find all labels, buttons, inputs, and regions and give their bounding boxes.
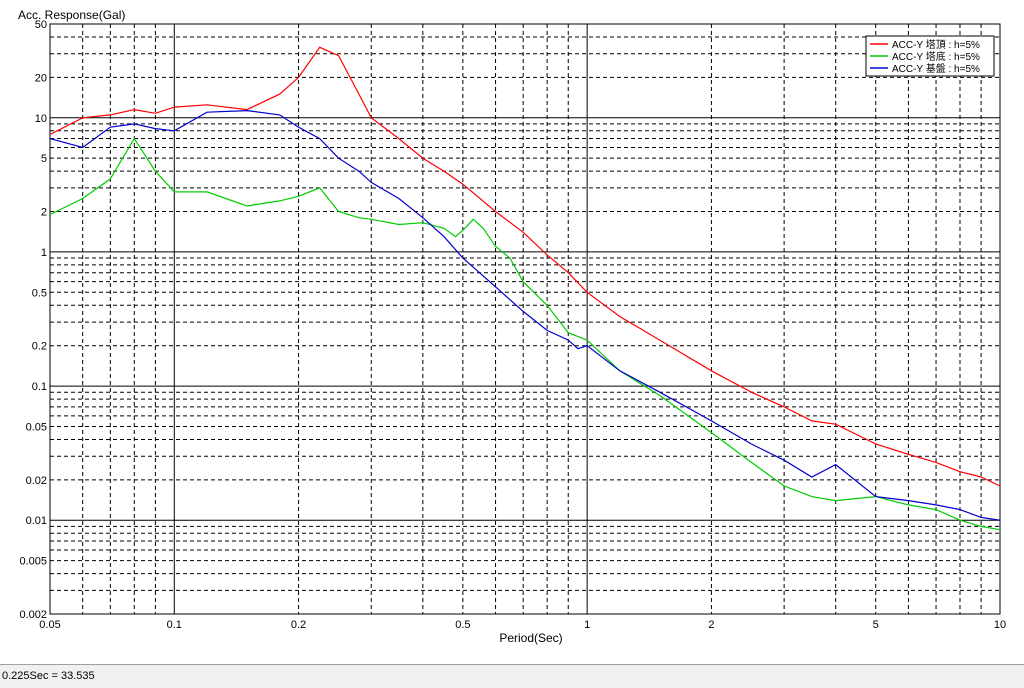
x-tick-label: 2 bbox=[708, 619, 714, 631]
y-tick-label: 5 bbox=[41, 153, 47, 165]
response-spectrum-chart: Acc. Response(Gal) 0.05 0.1 0.2 0.5 1 2 5 100.0… bbox=[18, 8, 1006, 645]
x-tick-label: 10 bbox=[994, 619, 1006, 631]
y-tick-label: 0.2 bbox=[32, 341, 47, 353]
grid bbox=[50, 24, 1000, 614]
legend-label: ACC-Y 塔頂 : h=5% bbox=[892, 38, 980, 51]
legend: ACC-Y 塔頂 : h=5%ACC-Y 塔底 : h=5%ACC-Y 基盤 :… bbox=[865, 35, 995, 77]
y-tick-label: 2 bbox=[41, 207, 47, 219]
y-tick-label: 0.002 bbox=[19, 609, 47, 621]
x-tick-label: 0.5 bbox=[455, 619, 470, 631]
series-line bbox=[49, 137, 1001, 531]
y-tick-label: 0.005 bbox=[19, 556, 47, 568]
y-axis-title: Acc. Response(Gal) bbox=[18, 8, 125, 22]
plot-window: Acc. Response(Gal) 0.05 0.1 0.2 0.5 1 2 5 10 0.0… bbox=[18, 8, 1007, 645]
x-tick-label: 1 bbox=[584, 619, 590, 631]
y-tick-label: 0.02 bbox=[26, 475, 47, 487]
y-tick-label: 1 bbox=[41, 247, 47, 259]
legend-label: ACC-Y 塔底 : h=5% bbox=[892, 50, 980, 63]
status-bar: 0.225Sec = 33.535 bbox=[0, 664, 1024, 688]
plot-area bbox=[49, 23, 1001, 615]
y-tick-label: 50 bbox=[35, 19, 47, 31]
status-readout: 0.225Sec = 33.535 bbox=[2, 670, 95, 682]
y-tick-label: 0.5 bbox=[32, 287, 47, 299]
x-tick-label: 0.1 bbox=[167, 619, 182, 631]
y-tick-label: 0.1 bbox=[32, 381, 47, 393]
series-line bbox=[49, 46, 1001, 487]
x-tick-label: 0.05 bbox=[39, 619, 60, 631]
series-lines bbox=[49, 46, 1001, 531]
x-tick-label: 5 bbox=[873, 619, 879, 631]
y-tick-label: 10 bbox=[35, 113, 47, 125]
y-tick-label: 0.01 bbox=[26, 515, 47, 527]
series-line bbox=[49, 109, 1001, 521]
y-tick-label: 0.05 bbox=[26, 421, 47, 433]
x-axis-title: Period(Sec) bbox=[499, 631, 562, 645]
tick-labels: 0.05 0.1 0.2 0.5 1 2 5 10 0.002 0.005 0.01 0.02 0.05… bbox=[19, 19, 1006, 631]
y-tick-label: 20 bbox=[35, 72, 47, 84]
legend-label: ACC-Y 基盤 : h=5% bbox=[892, 62, 980, 75]
x-tick-label: 0.2 bbox=[291, 619, 306, 631]
